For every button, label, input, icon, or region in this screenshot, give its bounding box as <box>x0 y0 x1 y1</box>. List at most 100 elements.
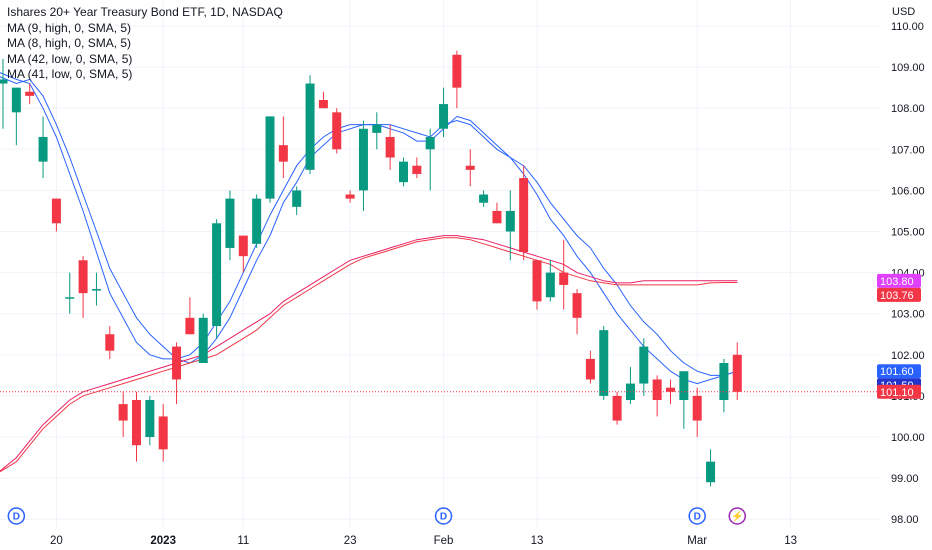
event-markers: D D D ⚡ <box>7 507 746 525</box>
dividend-marker[interactable]: D <box>434 507 453 525</box>
x-tick-label: 13 <box>531 535 544 547</box>
candle <box>425 128 435 191</box>
candle <box>91 272 101 306</box>
legend-ma-8-high: MA (8, high, 0, SMA, 5) <box>7 36 132 50</box>
candle-body <box>292 190 302 207</box>
candle <box>572 289 582 335</box>
y-tick-label: 99.00 <box>891 473 919 485</box>
y-tick-label: 108.00 <box>891 103 925 115</box>
candle-body <box>265 116 275 199</box>
x-tick-label: 23 <box>344 535 357 547</box>
candle <box>212 219 222 339</box>
candle <box>118 391 128 437</box>
candle <box>532 260 542 310</box>
candle-body <box>545 272 555 298</box>
candle <box>132 391 141 462</box>
price-tag-label: 101.10 <box>880 387 914 399</box>
candle-body <box>385 136 395 158</box>
candle-body <box>78 260 88 294</box>
x-tick-label: 20 <box>50 535 63 547</box>
candle <box>305 75 315 174</box>
candle <box>505 190 515 261</box>
price-tag-bg <box>877 273 921 288</box>
candle-body <box>105 334 115 351</box>
y-tick-label: 109.00 <box>891 62 925 74</box>
candle <box>652 375 662 417</box>
candle-body <box>91 289 101 291</box>
candle-body <box>25 91 35 96</box>
x-tick-label: Feb <box>434 535 454 547</box>
candle <box>452 50 462 109</box>
x-tick-label: 11 <box>237 535 249 547</box>
candle <box>11 87 21 146</box>
candle-body <box>185 317 195 335</box>
candle <box>692 387 702 437</box>
candle-body <box>118 404 128 421</box>
candle <box>719 358 729 413</box>
candle-body <box>732 354 742 392</box>
candle-body <box>198 317 208 364</box>
y-tick-label: 110.00 <box>891 21 924 33</box>
time-axis[interactable]: 20 2023 11 23 Feb 13 Mar 13 <box>50 535 797 547</box>
x-tick-label: Mar <box>687 535 707 547</box>
candle <box>612 391 622 425</box>
price-tag-label: 103.80 <box>880 276 914 288</box>
candle <box>732 342 742 401</box>
candle-body <box>0 79 8 84</box>
marker-circle <box>688 507 706 525</box>
candle <box>238 235 248 273</box>
candle-body <box>706 461 716 483</box>
candle <box>625 367 635 405</box>
x-tick-label: 13 <box>784 535 797 547</box>
candle <box>439 87 449 137</box>
price-axis[interactable]: 98.0099.00100.00101.00102.00103.00104.00… <box>891 21 925 526</box>
candle-body <box>51 198 61 224</box>
candle-body <box>532 260 542 302</box>
candle-body <box>212 223 222 327</box>
ma-line-2 <box>0 235 738 472</box>
candle <box>666 379 675 405</box>
candle-body <box>452 54 462 88</box>
candle-body <box>318 99 328 109</box>
candle <box>385 124 395 170</box>
moving-average-lines <box>0 72 738 473</box>
y-tick-label: 102.00 <box>891 350 925 362</box>
price-tag: 101.10 <box>877 384 921 399</box>
candle <box>105 326 115 359</box>
candle-body <box>692 395 702 421</box>
candle <box>51 198 61 232</box>
candle-body <box>65 297 75 299</box>
candle <box>545 260 555 302</box>
candle-body <box>505 210 515 232</box>
candle <box>559 239 569 310</box>
marker-label: D <box>694 512 701 523</box>
price-tag-label: 103.76 <box>880 290 914 302</box>
candle-body <box>666 387 675 392</box>
price-tag-bg <box>877 364 921 379</box>
legend-ma-42-low: MA (42, low, 0, SMA, 5) <box>7 51 133 66</box>
earnings-marker[interactable]: ⚡ <box>728 507 746 525</box>
candle <box>278 116 288 179</box>
candle-body <box>599 330 609 396</box>
candle <box>332 108 342 154</box>
legend-title: Ishares 20+ Year Treasury Bond ETF, 1D, … <box>7 5 283 19</box>
currency-label: USD <box>892 6 915 18</box>
candle <box>25 83 35 105</box>
candle-body <box>345 194 355 199</box>
dividend-marker[interactable]: D <box>7 507 26 525</box>
candle <box>65 272 75 314</box>
marker-circle <box>728 507 746 525</box>
dividend-marker[interactable]: D <box>688 507 706 525</box>
candle <box>639 338 649 396</box>
candle-body <box>372 124 382 133</box>
candle <box>185 297 195 335</box>
marker-circle <box>7 507 26 525</box>
candle-body <box>679 371 689 401</box>
y-tick-label: 105.00 <box>891 227 925 239</box>
candlesticks <box>0 50 742 487</box>
price-tag-bg <box>877 287 921 302</box>
candle <box>372 112 382 150</box>
ma-line-3 <box>0 237 738 473</box>
grid-lines <box>0 0 880 528</box>
